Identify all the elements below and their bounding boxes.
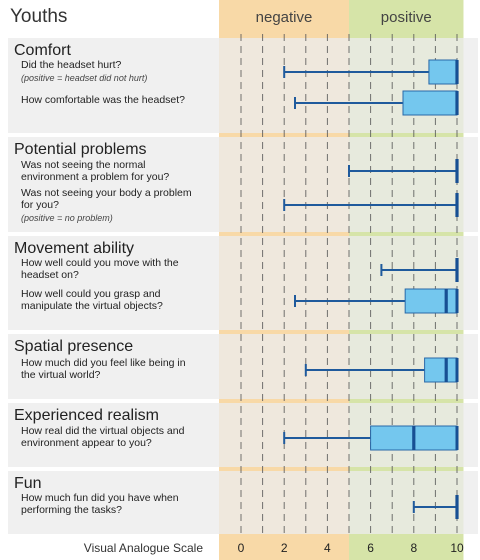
boxplot [304,357,459,383]
question-text: headset on? [21,269,79,281]
panel-movement-ability [8,236,478,330]
box-iqr [404,288,458,314]
boxplot [348,159,459,183]
region-label-positive: positive [381,9,432,26]
boxplot [283,425,459,451]
x-tick-label: 10 [450,541,464,555]
boxplot [283,59,459,85]
question-text: How much fun did you have when [21,492,179,504]
group-title: Movement ability [14,240,134,257]
text-layer: Youths Visual Analogue Scale negative pos… [10,6,464,555]
question-text: How well could you grasp and [21,288,161,300]
question-text: the virtual world? [21,369,101,381]
group-title: Fun [14,475,42,492]
group-title: Potential problems [14,141,147,158]
region-label-negative: negative [256,9,313,26]
x-tick-label: 0 [238,541,245,555]
question-text: environment appear to you? [21,437,152,449]
question-text: manipulate the virtual objects? [21,300,163,312]
question-text: How real did the virtual objects and [21,425,185,437]
chart-title: Youths [10,6,67,27]
question-text: Was not seeing your body a problem [21,187,192,199]
group-title: Experienced realism [14,407,159,424]
x-tick-label: 4 [324,541,331,555]
boxplot [294,90,459,116]
boxplot [380,258,459,282]
question-text: for you? [21,199,59,211]
question-text: Was not seeing the normal [21,159,146,171]
boxplot [412,495,459,519]
question-text: Did the headset hurt? [21,59,122,71]
x-tick-label: 6 [367,541,374,555]
question-text: How much did you feel like being in [21,357,186,369]
question-text: How well could you move with the [21,257,179,269]
x-tick-label: 8 [410,541,417,555]
question-text: How comfortable was the headset? [21,94,185,106]
boxplot [294,288,459,314]
boxplot [283,193,459,217]
x-tick-label: 2 [281,541,288,555]
box-iqr [402,90,458,116]
box-iqr [424,357,458,383]
marks-layer [283,59,459,519]
question-note: (positive = no problem) [21,213,113,223]
panel-potential-problems [8,137,478,232]
question-note: (positive = headset did not hurt) [21,73,147,83]
box-iqr [428,59,458,85]
group-title: Comfort [14,42,71,59]
panel-fun [8,471,478,534]
question-text: performing the tasks? [21,504,122,516]
panel-spatial-presence [8,334,478,399]
x-axis-label: Visual Analogue Scale [84,541,204,555]
panel-comfort [8,38,478,133]
group-title: Spatial presence [14,338,133,355]
question-text: environment a problem for you? [21,171,169,183]
